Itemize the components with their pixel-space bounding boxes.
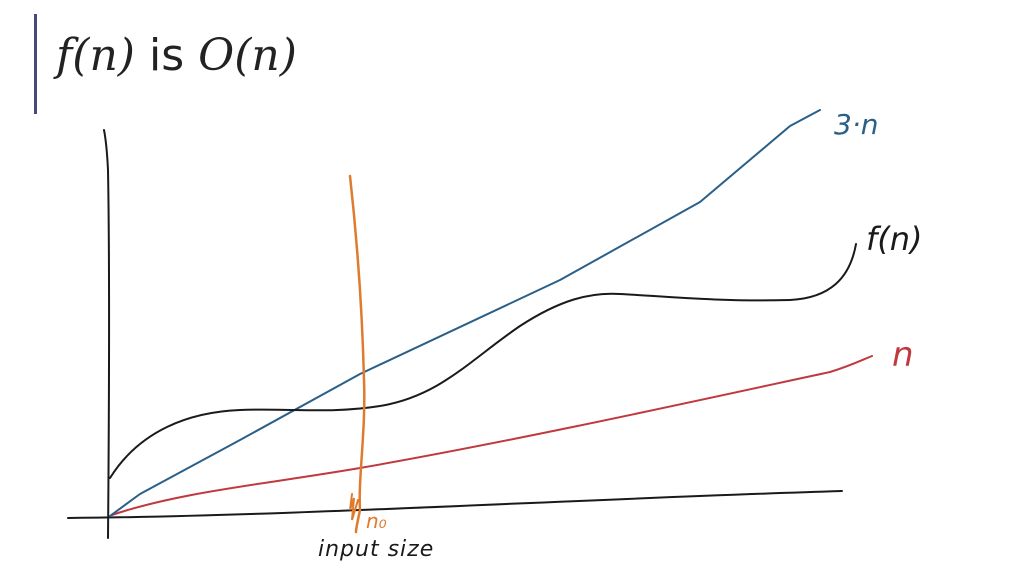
- n0-threshold-line: [348, 174, 366, 534]
- three-n-curve: [109, 109, 821, 517]
- title-function: f(n): [56, 30, 135, 81]
- label-f-n: f(n): [866, 220, 923, 258]
- title-big-o: O(n): [198, 30, 297, 81]
- label-n0: n₀: [366, 509, 387, 533]
- label-n: n: [892, 335, 914, 375]
- n0-threshold-scribble: [349, 493, 359, 521]
- title-is: is: [148, 30, 185, 81]
- x-axis: [67, 490, 843, 519]
- n-curve: [111, 355, 873, 516]
- label-3n: 3·n: [834, 108, 878, 141]
- y-axis: [103, 129, 111, 539]
- f-n-curve: [109, 243, 857, 479]
- label-input-size: input size: [318, 537, 434, 562]
- slide-title: f(n) is O(n): [56, 34, 297, 78]
- title-accent-bar: [34, 14, 37, 114]
